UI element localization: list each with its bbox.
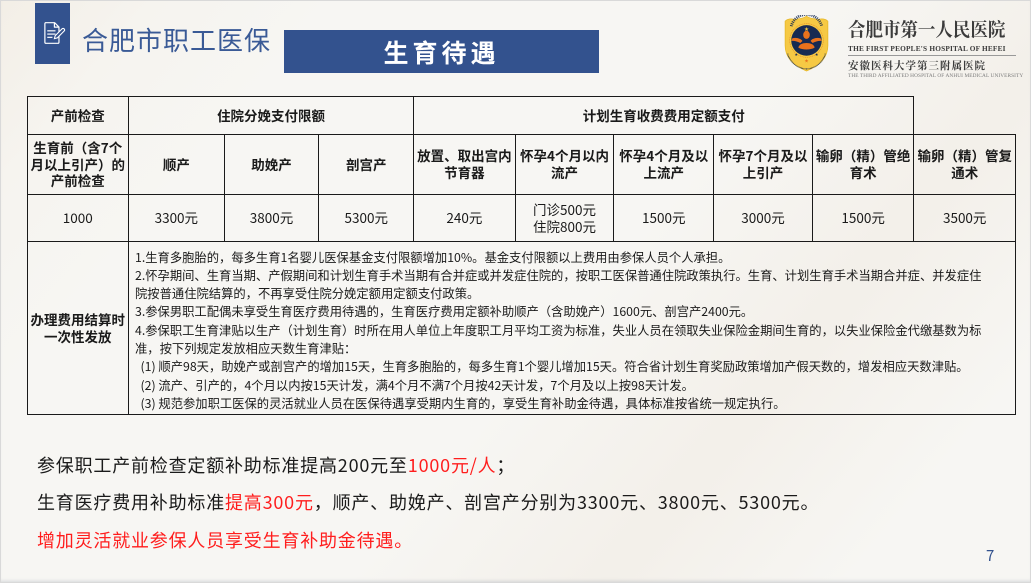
- svg-text:★: ★: [804, 26, 809, 32]
- svg-text:★: ★: [804, 58, 808, 64]
